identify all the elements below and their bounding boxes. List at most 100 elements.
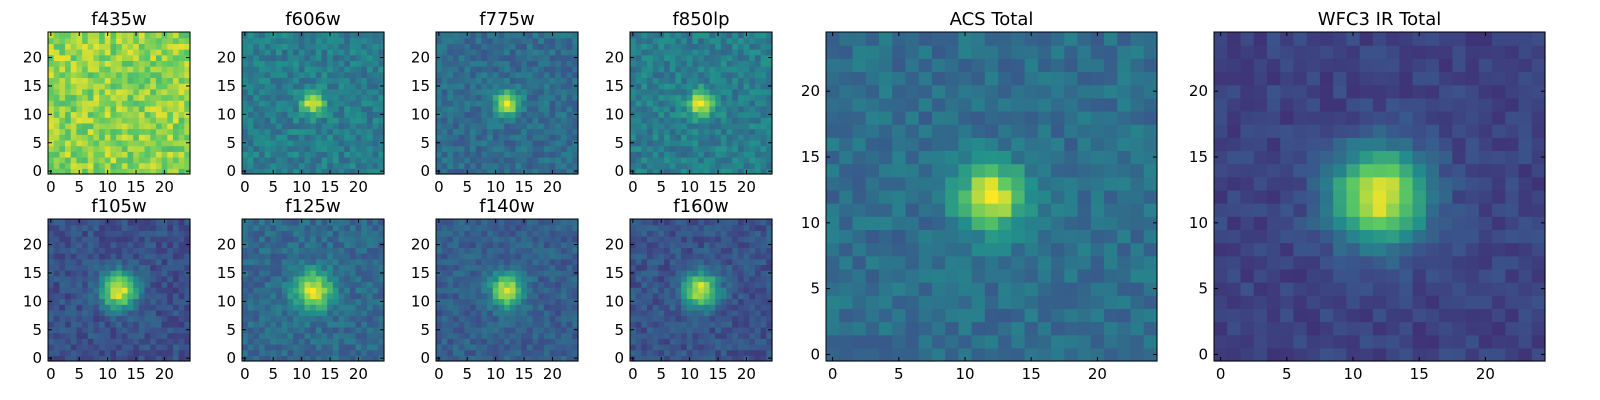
heatmap-cell — [715, 43, 722, 50]
heatmap-cell — [338, 122, 345, 130]
heatmap-cell — [121, 156, 129, 164]
heatmap-cell — [172, 332, 180, 339]
heatmap-cell — [344, 37, 351, 44]
heatmap-cell — [298, 292, 306, 300]
heatmap-cell — [281, 77, 289, 84]
heatmap-cell — [138, 162, 146, 169]
heatmap-cell — [492, 139, 500, 147]
heatmap-cell — [110, 275, 117, 283]
heatmap-cell — [127, 168, 134, 175]
heatmap-cell — [498, 100, 505, 107]
heatmap-cell — [327, 111, 334, 118]
heatmap-cell — [116, 111, 123, 118]
heatmap-cell — [344, 111, 351, 118]
heatmap-cell — [344, 287, 351, 294]
heatmap-cell — [504, 224, 511, 231]
heatmap-cell — [464, 134, 471, 141]
heatmap-cell — [298, 117, 306, 124]
heatmap-cell — [743, 83, 750, 90]
heatmap-cell — [686, 37, 694, 44]
heatmap-cell — [453, 156, 460, 164]
heatmap-cell — [487, 343, 494, 351]
heatmap-cell — [150, 88, 157, 96]
heatmap-cell — [441, 145, 448, 152]
heatmap-cell — [686, 49, 694, 56]
heatmap-cell — [726, 117, 733, 124]
heatmap-cell — [247, 343, 254, 351]
heatmap-cell — [133, 145, 140, 152]
heatmap-cell — [133, 292, 140, 300]
heatmap-cell — [521, 258, 528, 266]
heatmap-cell — [492, 275, 500, 283]
heatmap-cell — [737, 326, 745, 334]
heatmap-cell — [743, 275, 750, 283]
heatmap-cell — [298, 122, 306, 130]
heatmap-cell — [720, 326, 728, 334]
heatmap-cell — [669, 343, 677, 351]
heatmap-cell — [65, 236, 72, 243]
heatmap-cell — [293, 49, 300, 56]
heatmap-cell — [355, 241, 362, 248]
heatmap-cell — [287, 37, 294, 44]
heatmap-cell — [298, 162, 306, 169]
heatmap-cell — [293, 71, 300, 79]
heatmap-cell — [504, 94, 511, 101]
heatmap-cell — [293, 349, 300, 356]
x-tick-label: 10 — [486, 365, 505, 383]
heatmap-cell — [304, 71, 311, 79]
heatmap-cell — [150, 326, 157, 334]
heatmap-cell — [276, 253, 283, 260]
heatmap-cell — [543, 105, 551, 113]
heatmap-cell — [709, 168, 716, 175]
heatmap-cell — [447, 105, 454, 113]
heatmap-cell — [372, 134, 379, 141]
heatmap-cell — [104, 281, 112, 288]
heatmap-cell — [658, 60, 665, 67]
heatmap-cell — [647, 145, 654, 152]
heatmap-cell — [161, 321, 168, 328]
heatmap-cell — [441, 71, 448, 79]
heatmap-cell — [304, 49, 311, 56]
heatmap-cell — [560, 168, 568, 175]
heatmap-cell — [121, 236, 129, 243]
heatmap-cell — [726, 298, 733, 305]
heatmap-cell — [259, 338, 266, 345]
heatmap-cell — [59, 343, 66, 351]
heatmap-cell — [144, 304, 151, 311]
heatmap-cell — [87, 94, 95, 101]
heatmap-cell — [150, 247, 157, 254]
heatmap-cell — [515, 270, 522, 277]
heatmap-cell — [749, 338, 756, 345]
heatmap-cell — [441, 247, 448, 254]
heatmap-cell — [549, 270, 556, 277]
heatmap-cell — [492, 264, 500, 271]
heatmap-cell — [453, 168, 460, 175]
heatmap-cell — [378, 49, 385, 56]
heatmap-cell — [504, 32, 511, 39]
heatmap-cell — [138, 224, 146, 231]
heatmap-cell — [116, 32, 123, 39]
heatmap-cell — [104, 145, 112, 152]
heatmap-cell — [155, 326, 163, 334]
heatmap-cell — [116, 83, 123, 90]
heatmap-cell — [281, 66, 289, 73]
heatmap-cell — [127, 315, 134, 322]
heatmap-cell — [138, 71, 146, 79]
heatmap-cell — [93, 122, 100, 130]
heatmap-cell — [281, 43, 289, 50]
heatmap-cell — [487, 83, 494, 90]
heatmap-cell — [99, 37, 106, 44]
heatmap-cell — [441, 162, 448, 169]
heatmap-cell — [344, 247, 351, 254]
heatmap-cell — [464, 298, 471, 305]
heatmap-cell — [481, 83, 488, 90]
heatmap-cell — [521, 100, 528, 107]
heatmap-cell — [59, 355, 66, 362]
heatmap-cell — [543, 343, 551, 351]
heatmap-cell — [709, 156, 716, 164]
heatmap-cell — [178, 49, 185, 56]
heatmap-cell — [327, 315, 334, 322]
heatmap-cell — [167, 60, 174, 67]
heatmap-cell — [555, 66, 562, 73]
heatmap-cell — [167, 37, 174, 44]
